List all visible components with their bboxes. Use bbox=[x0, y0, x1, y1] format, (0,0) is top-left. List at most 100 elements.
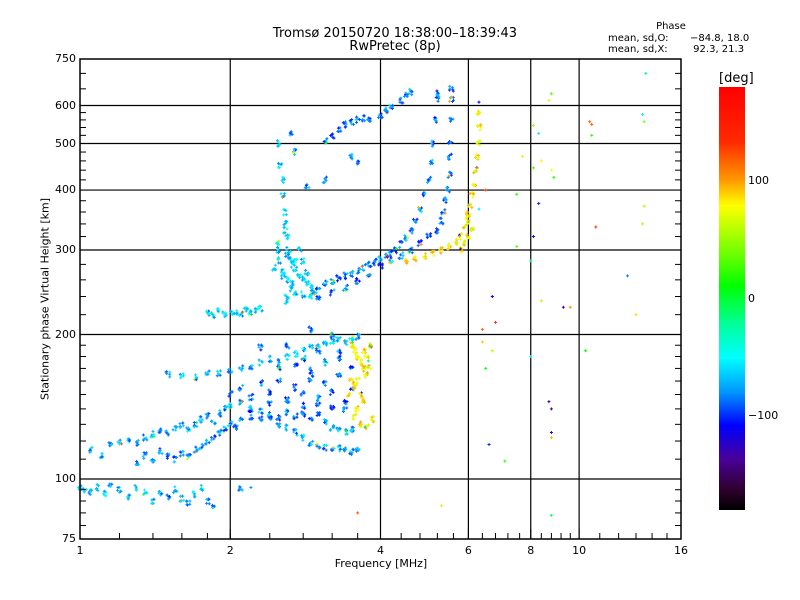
data-point bbox=[301, 347, 305, 351]
data-point bbox=[350, 122, 354, 126]
data-point bbox=[150, 498, 154, 502]
data-point bbox=[197, 447, 201, 451]
data-point bbox=[237, 388, 241, 392]
data-point bbox=[191, 491, 195, 495]
data-point bbox=[308, 441, 312, 445]
data-point bbox=[293, 388, 297, 392]
data-point bbox=[438, 248, 442, 252]
data-point bbox=[218, 409, 222, 413]
data-point bbox=[331, 279, 335, 283]
data-point bbox=[199, 415, 203, 419]
data-point bbox=[328, 428, 332, 432]
data-point bbox=[371, 261, 375, 265]
data-point bbox=[402, 94, 406, 98]
data-point bbox=[352, 384, 356, 388]
data-point bbox=[207, 369, 211, 373]
data-point bbox=[342, 447, 346, 451]
data-point bbox=[462, 226, 466, 230]
data-point bbox=[373, 260, 377, 264]
data-point bbox=[476, 123, 480, 127]
data-point bbox=[141, 454, 145, 458]
data-point bbox=[303, 354, 307, 358]
data-point bbox=[417, 240, 421, 244]
data-point bbox=[240, 400, 244, 404]
data-point bbox=[503, 459, 507, 463]
data-point bbox=[343, 287, 347, 291]
data-point bbox=[292, 258, 296, 262]
data-point bbox=[368, 273, 372, 277]
data-point bbox=[152, 435, 156, 439]
data-point bbox=[634, 313, 638, 317]
data-point bbox=[172, 455, 176, 459]
data-point bbox=[226, 424, 230, 428]
data-point bbox=[359, 420, 363, 424]
data-point bbox=[464, 217, 468, 221]
data-point bbox=[377, 255, 381, 259]
data-point bbox=[223, 408, 227, 412]
data-point bbox=[317, 395, 321, 399]
data-point bbox=[372, 263, 376, 267]
data-point bbox=[302, 433, 306, 437]
data-point bbox=[134, 463, 138, 467]
data-point bbox=[283, 192, 287, 196]
data-point bbox=[280, 277, 284, 281]
data-point bbox=[186, 429, 190, 433]
data-point bbox=[192, 425, 196, 429]
data-point bbox=[276, 366, 280, 370]
data-point bbox=[282, 226, 286, 230]
data-point bbox=[408, 229, 412, 233]
data-point bbox=[315, 286, 319, 290]
y-axis-label: Stationary phase Virtual Height [km] bbox=[38, 197, 52, 401]
data-point bbox=[388, 261, 392, 265]
data-point bbox=[178, 450, 182, 454]
data-point bbox=[449, 140, 453, 144]
data-point bbox=[417, 207, 421, 211]
data-point bbox=[288, 289, 292, 293]
data-point bbox=[338, 351, 342, 355]
data-point bbox=[205, 309, 209, 313]
data-point bbox=[323, 383, 327, 387]
data-point bbox=[431, 251, 435, 255]
data-point bbox=[276, 161, 280, 165]
data-point bbox=[357, 279, 361, 283]
data-point bbox=[351, 386, 355, 390]
data-point bbox=[338, 449, 342, 453]
data-point bbox=[249, 313, 253, 317]
data-point bbox=[447, 174, 451, 178]
data-point bbox=[314, 347, 318, 351]
data-point bbox=[185, 453, 189, 457]
data-point bbox=[218, 412, 222, 416]
data-point bbox=[314, 291, 318, 295]
data-point bbox=[284, 251, 288, 255]
data-point bbox=[289, 249, 293, 253]
data-point bbox=[171, 428, 175, 432]
data-point bbox=[471, 192, 475, 196]
data-point bbox=[465, 213, 469, 217]
data-point bbox=[273, 263, 277, 267]
data-point bbox=[549, 407, 553, 411]
data-point bbox=[302, 257, 306, 261]
data-point bbox=[304, 183, 308, 187]
data-point bbox=[344, 284, 348, 288]
data-point bbox=[349, 341, 353, 345]
data-point bbox=[95, 483, 99, 487]
data-point bbox=[166, 432, 170, 436]
data-points bbox=[76, 71, 648, 517]
data-point bbox=[391, 249, 395, 253]
data-point bbox=[306, 280, 310, 284]
data-point bbox=[277, 416, 281, 420]
data-point bbox=[399, 253, 403, 257]
data-point bbox=[290, 260, 294, 264]
data-point bbox=[472, 171, 476, 175]
data-point bbox=[281, 181, 285, 185]
data-point bbox=[317, 413, 321, 417]
data-point bbox=[434, 120, 438, 124]
data-point bbox=[429, 234, 433, 238]
data-point bbox=[350, 451, 354, 455]
data-point bbox=[349, 364, 353, 368]
data-point bbox=[292, 351, 296, 355]
data-point bbox=[448, 153, 452, 157]
data-point bbox=[238, 398, 242, 402]
data-point bbox=[200, 419, 204, 423]
data-point bbox=[358, 361, 362, 365]
